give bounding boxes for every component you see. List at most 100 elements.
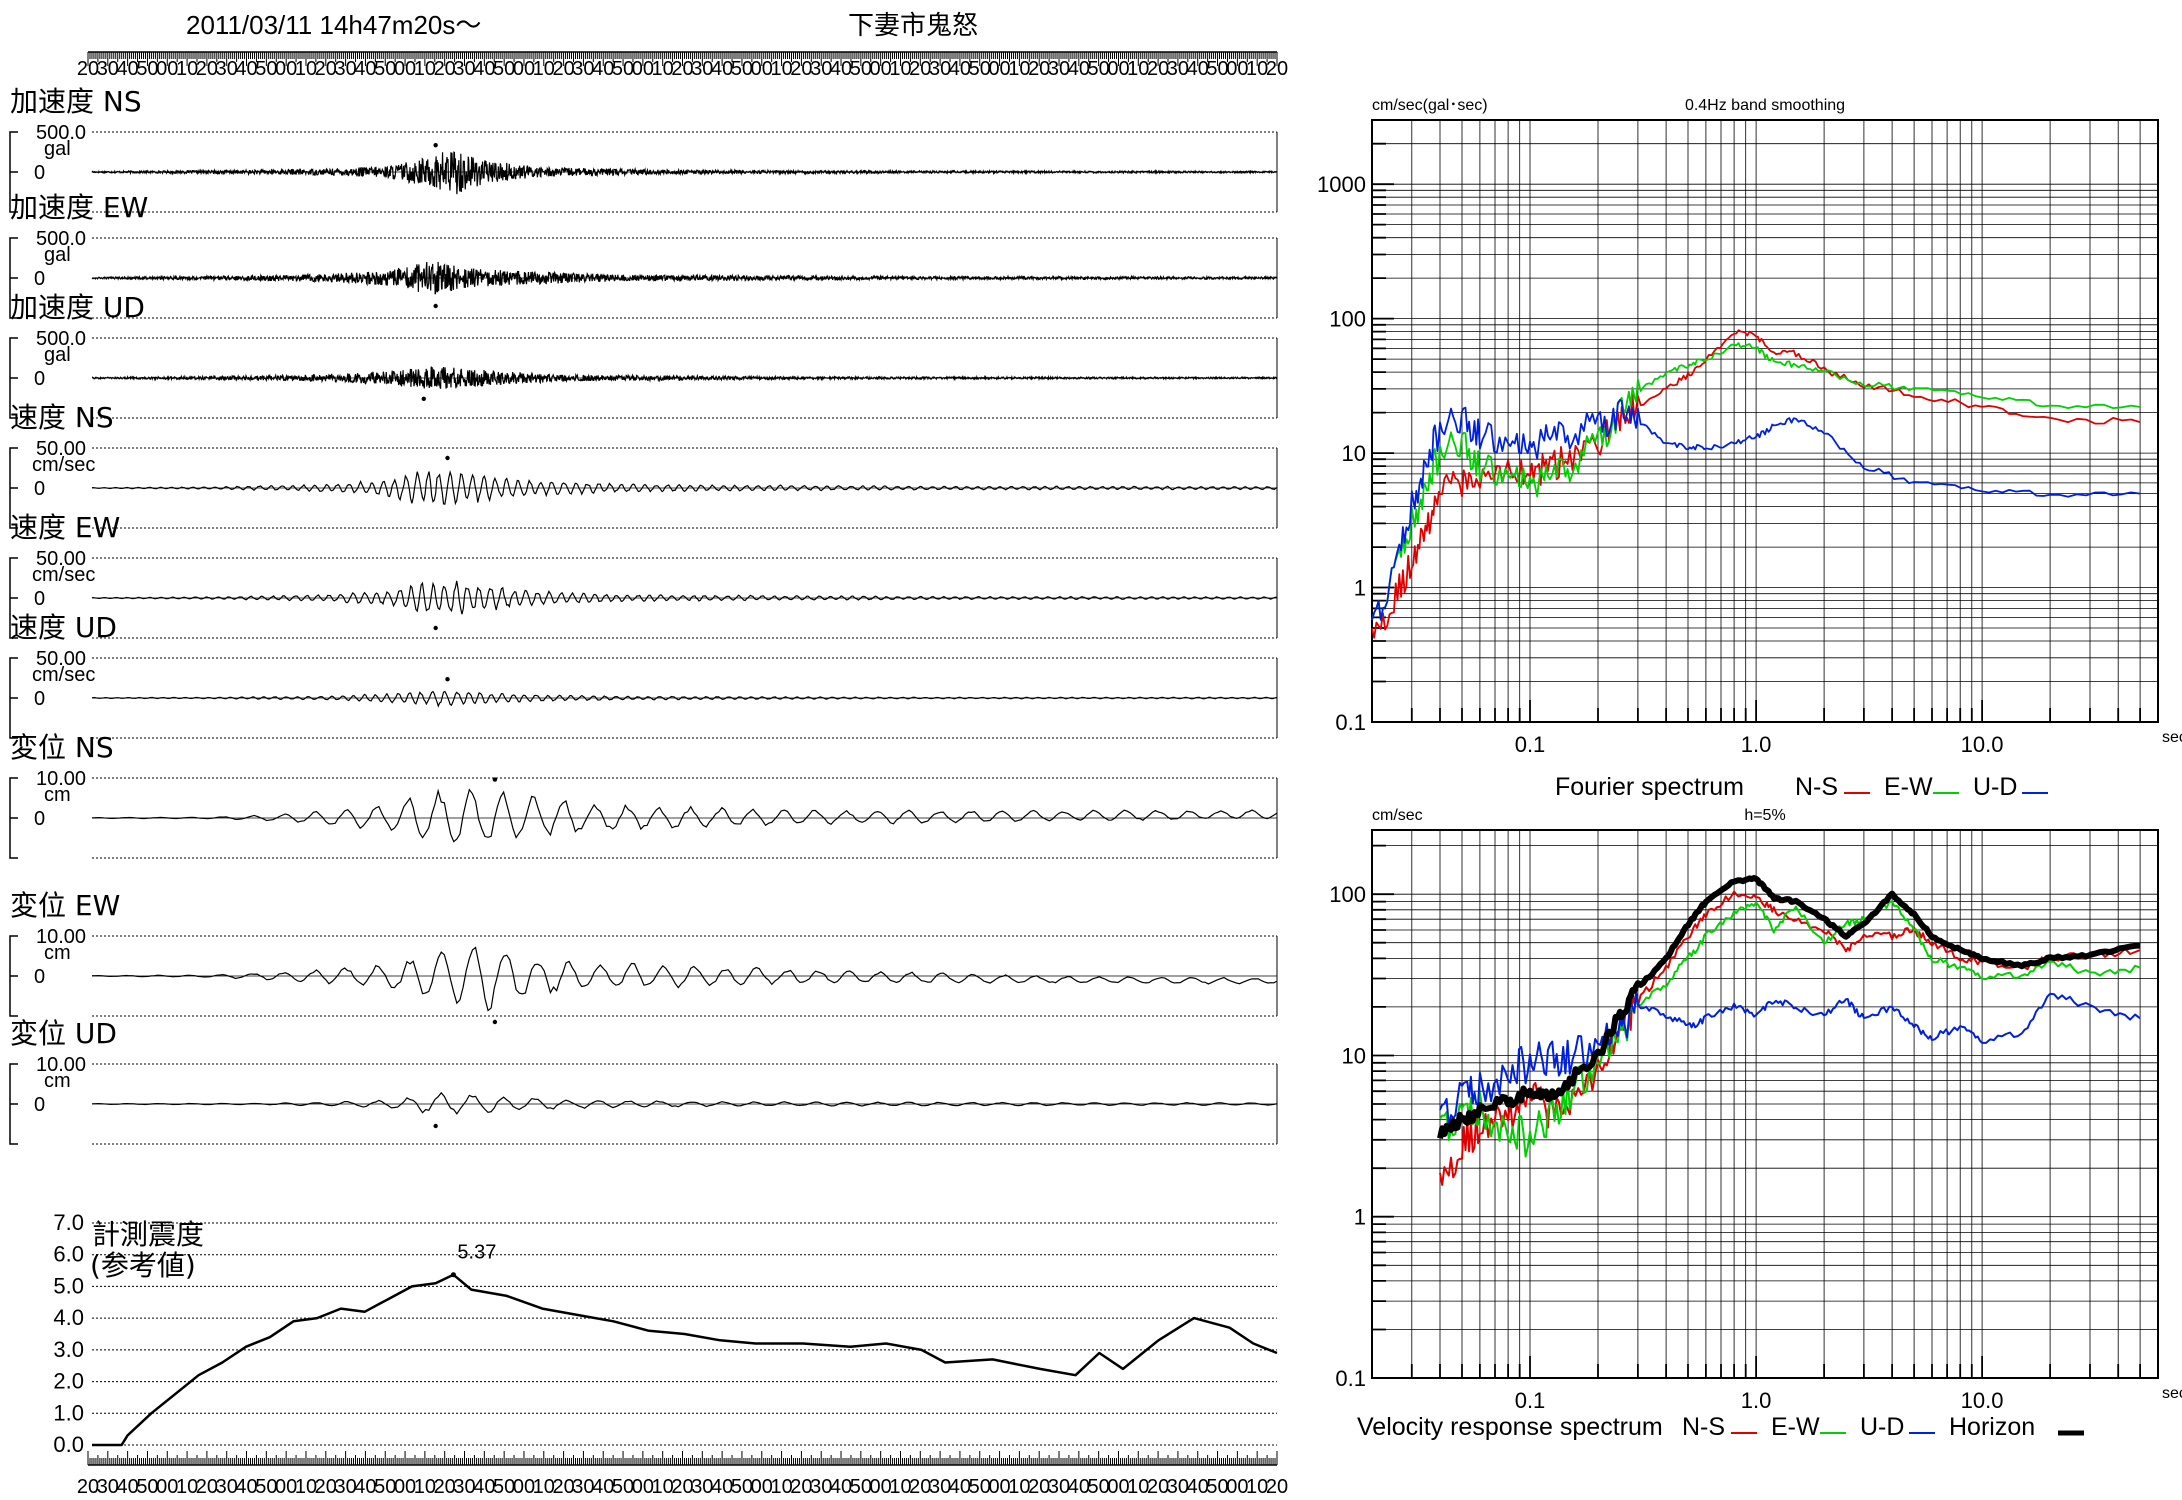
fourier-spectrum-panel: 0.1 1.0 10.0 0.1 1 10 100 1000 cm/sec(gal･sec) 0.… xyxy=(1317,97,2182,757)
bottom-tick-label: 30 xyxy=(1167,1476,1189,1498)
waveform-title: 変位 UD xyxy=(10,1017,117,1050)
waveform-scale-bracket xyxy=(9,935,18,1017)
top-tick-label: 00 xyxy=(988,58,1010,80)
bottom-tick-marks xyxy=(87,1451,1278,1465)
intensity-tick-label: 2.0 xyxy=(53,1369,84,1394)
spectrum-y-axis-label: cm/sec(gal･sec) xyxy=(1372,97,1488,114)
bottom-tick-label: 50 xyxy=(493,1476,515,1498)
bottom-tick-label: 40 xyxy=(711,1476,733,1498)
waveform-max-label: 10.00 xyxy=(36,926,86,948)
bottom-tick-label: 00 xyxy=(1226,1476,1248,1498)
waveform-trace xyxy=(91,151,1278,195)
bottom-tick-label: 00 xyxy=(870,1476,892,1498)
top-tick-label: 00 xyxy=(632,58,654,80)
waveform-max-label: 500.0 xyxy=(36,122,86,144)
time-axis-bottom: 2030405000102030405000102030405000102030… xyxy=(77,1451,1288,1498)
waveform-peak-marker xyxy=(433,143,438,148)
waveform-title: 加速度 UD xyxy=(10,291,145,324)
bottom-tick-label: 00 xyxy=(988,1476,1010,1498)
top-tick-label: 50 xyxy=(374,58,396,80)
top-tick-label: 00 xyxy=(751,58,773,80)
spectrum-series-horizon xyxy=(1437,875,2141,1139)
top-tick-label: 30 xyxy=(334,58,356,80)
record-datetime: 2011/03/11 14h47m20s～ xyxy=(186,10,481,40)
top-tick-label: 40 xyxy=(830,58,852,80)
bottom-tick-label: 40 xyxy=(354,1476,376,1498)
top-tick-label: 40 xyxy=(473,58,495,80)
waveform-max-label: 500.0 xyxy=(36,328,86,350)
waveform-zero-label: 0 xyxy=(34,808,45,830)
waveform-max-label: 500.0 xyxy=(36,228,86,250)
top-tick-label: 20 xyxy=(434,58,456,80)
bottom-tick-label: 50 xyxy=(374,1476,396,1498)
spectrum-series-e-w xyxy=(1439,900,2141,1158)
intensity-subtitle: (参考値) xyxy=(90,1249,196,1282)
waveform-zero-label: 0 xyxy=(34,162,45,184)
top-tick-label: 40 xyxy=(1187,58,1209,80)
bottom-tick-label: 50 xyxy=(731,1476,753,1498)
spectrum-x-tick-label: 0.1 xyxy=(1515,1388,1546,1413)
response-legend-title: Velocity response spectrum xyxy=(1357,1413,1663,1441)
spectrum-x-axis-label: sec xyxy=(2162,729,2182,746)
waveform-peak-marker xyxy=(445,677,450,682)
bottom-tick-label: 10 xyxy=(652,1476,674,1498)
spectrum-y-tick-label: 10 xyxy=(1342,441,1366,466)
bottom-tick-label: 50 xyxy=(612,1476,634,1498)
bottom-tick-label: 40 xyxy=(117,1476,139,1498)
top-tick-label: 40 xyxy=(235,58,257,80)
spectrum-title: h=5% xyxy=(1744,807,1785,824)
top-tick-label: 00 xyxy=(870,58,892,80)
intensity-tick-label: 3.0 xyxy=(53,1337,84,1362)
top-tick-label: 30 xyxy=(810,58,832,80)
bottom-tick-label: 10 xyxy=(889,1476,911,1498)
bottom-tick-label: 10 xyxy=(533,1476,555,1498)
bottom-tick-label: 50 xyxy=(1088,1476,1110,1498)
top-tick-label: 10 xyxy=(295,58,317,80)
bottom-tick-label: 40 xyxy=(949,1476,971,1498)
top-tick-label: 00 xyxy=(394,58,416,80)
top-tick-label: 40 xyxy=(592,58,614,80)
spectrum-horizontal-gridlines xyxy=(1372,845,2158,1379)
intensity-peak-label: 5.37 xyxy=(457,1242,496,1264)
top-tick-label: 20 xyxy=(1266,58,1288,80)
top-tick-marks xyxy=(87,52,1278,66)
bottom-tick-label: 30 xyxy=(572,1476,594,1498)
spectrum-y-tick-label: 0.1 xyxy=(1335,710,1366,735)
waveform-trace xyxy=(91,788,1278,843)
spectrum-frame xyxy=(1371,119,2159,723)
waveform-unit-label: cm/sec xyxy=(32,564,95,586)
bottom-tick-label: 10 xyxy=(295,1476,317,1498)
waveform-scale-bracket xyxy=(9,777,18,859)
waveform-max-label: 50.00 xyxy=(36,648,86,670)
waveform-peak-marker xyxy=(433,1123,438,1129)
top-tick-label: 30 xyxy=(216,58,238,80)
waveform-title: 変位 NS xyxy=(10,731,114,764)
top-tick-label: 50 xyxy=(969,58,991,80)
intensity-tick-label: 7.0 xyxy=(53,1210,84,1235)
intensity-tick-label: 5.0 xyxy=(53,1273,84,1298)
waveform-title: 変位 EW xyxy=(10,889,120,922)
waveform-peak-marker xyxy=(492,1019,498,1025)
waveform-zero-label: 0 xyxy=(34,478,45,500)
waveform-peak-marker xyxy=(421,396,426,401)
bottom-tick-label: 20 xyxy=(77,1476,99,1498)
spectrum-x-axis-label: sec xyxy=(2162,1385,2182,1402)
time-axis-top: 2030405000102030405000102030405000102030… xyxy=(77,51,1288,80)
top-tick-label: 10 xyxy=(176,58,198,80)
velocity-response-legend: Velocity response spectrum N-S E-W U-D Hori… xyxy=(1357,1413,2084,1441)
fourier-spectrum-legend: Fourier spectrum N-S E-W U-D xyxy=(1555,773,2048,801)
top-tick-label: 10 xyxy=(1008,58,1030,80)
top-tick-label: 50 xyxy=(612,58,634,80)
spectrum-x-tick-label: 1.0 xyxy=(1741,732,1772,757)
top-tick-label: 00 xyxy=(1107,58,1129,80)
top-tick-label: 50 xyxy=(1206,58,1228,80)
top-tick-label: 50 xyxy=(850,58,872,80)
bottom-tick-label: 20 xyxy=(790,1476,812,1498)
intensity-line xyxy=(92,1273,1278,1447)
